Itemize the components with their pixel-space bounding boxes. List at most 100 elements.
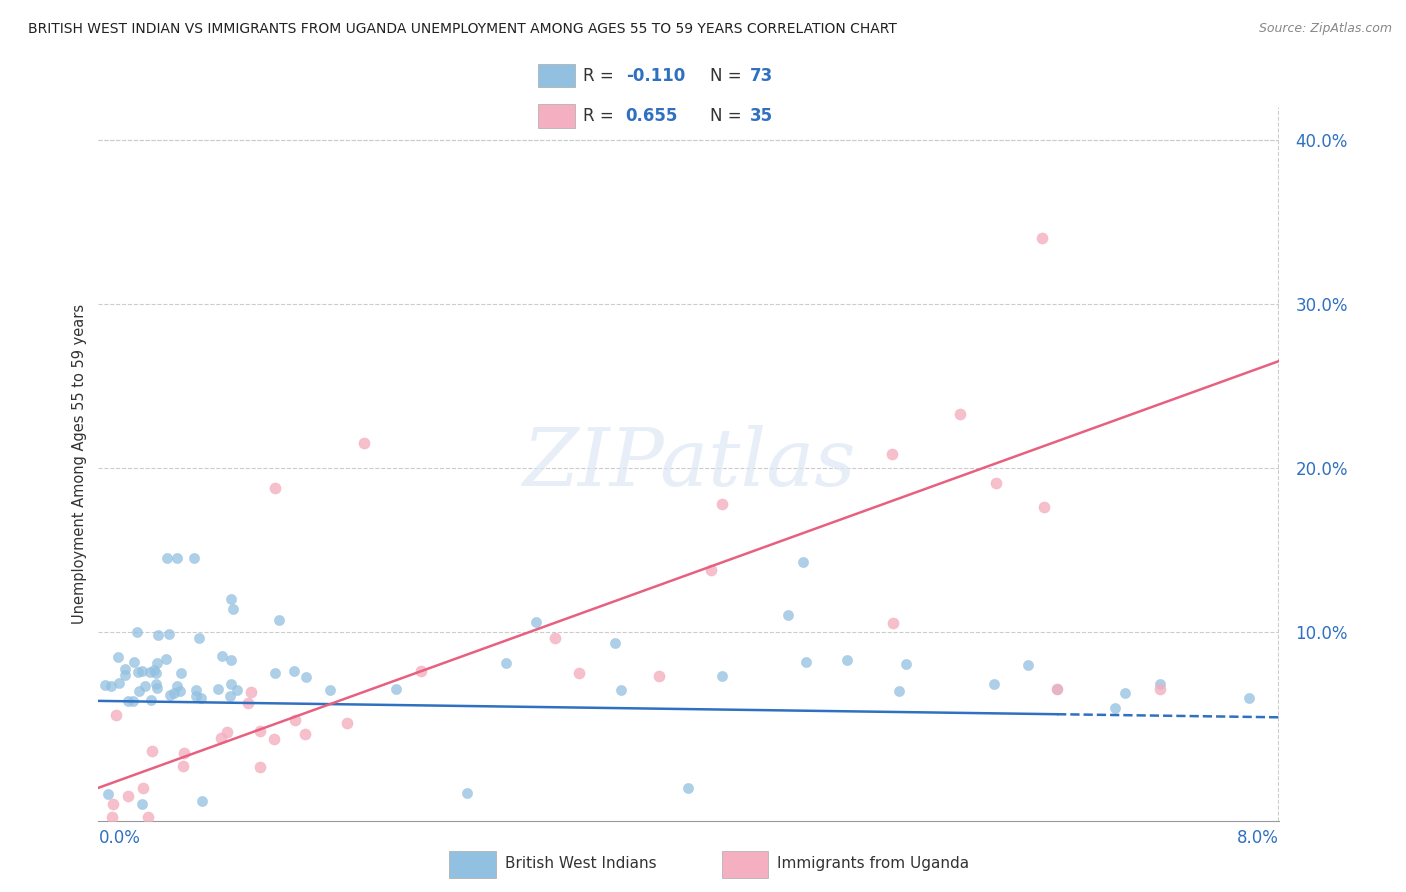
Point — [1017, 657, 1039, 672]
Point — [125, 624, 148, 639]
Point — [568, 665, 591, 680]
Point — [104, 707, 127, 722]
Point — [385, 682, 408, 697]
Text: R =: R = — [583, 67, 620, 85]
Point — [155, 551, 177, 566]
Point — [127, 665, 149, 680]
Point — [880, 447, 903, 461]
Point — [159, 688, 181, 702]
Point — [882, 615, 904, 630]
Point — [209, 731, 232, 745]
FancyBboxPatch shape — [450, 851, 496, 878]
Point — [264, 665, 287, 680]
Point — [794, 655, 817, 669]
Point — [108, 676, 131, 690]
Point — [191, 794, 214, 808]
Point — [163, 686, 186, 700]
Point — [100, 679, 122, 693]
FancyBboxPatch shape — [721, 851, 768, 878]
Point — [456, 786, 478, 800]
Text: R =: R = — [583, 107, 620, 125]
Point — [295, 670, 318, 684]
Point — [1104, 701, 1126, 715]
Text: Source: ZipAtlas.com: Source: ZipAtlas.com — [1258, 22, 1392, 36]
Point — [145, 656, 167, 670]
Point — [269, 613, 291, 627]
Point — [146, 681, 169, 695]
Point — [141, 744, 163, 758]
Point — [837, 653, 859, 667]
Point — [134, 679, 156, 693]
Point — [101, 797, 124, 812]
Text: BRITISH WEST INDIAN VS IMMIGRANTS FROM UGANDA UNEMPLOYMENT AMONG AGES 55 TO 59 Y: BRITISH WEST INDIAN VS IMMIGRANTS FROM U… — [28, 22, 897, 37]
Point — [169, 684, 191, 698]
Point — [1031, 231, 1053, 245]
Point — [1046, 682, 1069, 697]
Point — [218, 690, 240, 704]
Point — [249, 760, 271, 774]
Point — [190, 691, 212, 706]
Point — [610, 682, 633, 697]
Point — [131, 780, 153, 795]
Point — [131, 797, 153, 812]
Point — [411, 664, 433, 678]
Point — [336, 716, 359, 731]
Point — [183, 551, 205, 566]
Point — [284, 713, 307, 727]
Point — [211, 649, 233, 664]
Point — [145, 677, 167, 691]
Point — [128, 684, 150, 698]
Point — [949, 407, 972, 421]
Point — [263, 731, 285, 746]
Point — [117, 694, 139, 708]
Point — [188, 632, 211, 646]
Text: N =: N = — [710, 107, 747, 125]
Point — [207, 681, 229, 696]
Point — [887, 684, 910, 698]
Point — [173, 746, 195, 760]
Point — [166, 679, 188, 693]
Point — [239, 685, 262, 699]
FancyBboxPatch shape — [538, 63, 575, 87]
Point — [710, 669, 733, 683]
Text: ZIPatlas: ZIPatlas — [522, 425, 856, 502]
Text: 0.0%: 0.0% — [98, 829, 141, 847]
Text: -0.110: -0.110 — [626, 67, 685, 85]
Point — [984, 475, 1007, 490]
Point — [184, 690, 207, 704]
Point — [114, 662, 136, 676]
Text: Immigrants from Uganda: Immigrants from Uganda — [778, 855, 969, 871]
Point — [139, 665, 162, 680]
Point — [114, 668, 136, 682]
Point — [139, 693, 162, 707]
Point — [219, 677, 242, 691]
Point — [1114, 685, 1136, 699]
Point — [131, 665, 153, 679]
Point — [157, 627, 180, 641]
Text: N =: N = — [710, 67, 747, 85]
Point — [524, 615, 547, 629]
Point — [894, 657, 917, 672]
Point — [1149, 682, 1171, 697]
Point — [711, 497, 734, 511]
Point — [1033, 500, 1056, 515]
Text: 73: 73 — [749, 67, 773, 85]
Y-axis label: Unemployment Among Ages 55 to 59 years: Unemployment Among Ages 55 to 59 years — [72, 304, 87, 624]
Point — [172, 758, 194, 772]
Point — [145, 665, 167, 680]
Point — [221, 653, 243, 667]
Point — [318, 683, 340, 698]
Point — [146, 628, 169, 642]
Point — [155, 652, 177, 666]
Point — [100, 810, 122, 824]
Point — [142, 664, 165, 678]
Point — [792, 555, 814, 569]
Point — [219, 592, 242, 607]
Point — [778, 608, 800, 623]
Point — [648, 669, 671, 683]
FancyBboxPatch shape — [538, 104, 575, 128]
Text: 35: 35 — [749, 107, 772, 125]
Point — [166, 551, 188, 566]
Point — [124, 655, 146, 669]
Point — [1237, 690, 1260, 705]
